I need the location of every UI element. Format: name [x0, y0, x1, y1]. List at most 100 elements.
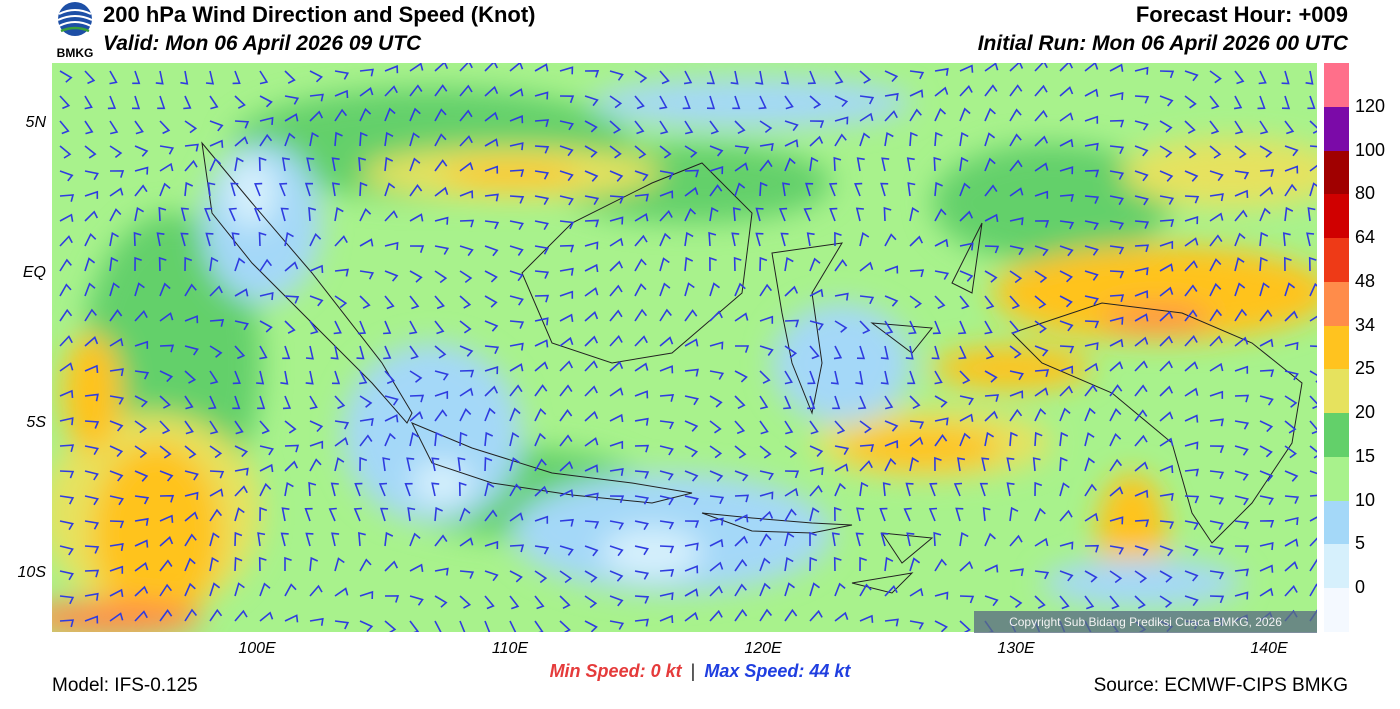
wind-barb: [855, 207, 864, 222]
wind-barb: [907, 182, 916, 197]
wind-barb: [259, 95, 273, 108]
wind-barb: [459, 320, 472, 334]
wind-barb: [559, 409, 573, 422]
wind-barb: [1109, 486, 1124, 497]
wind-barb: [459, 570, 475, 579]
wind-barb: [409, 295, 420, 310]
wind-barb: [534, 119, 550, 128]
wind-barb: [834, 292, 849, 301]
wind-barb: [1134, 145, 1149, 157]
wind-barb: [158, 256, 167, 272]
wind-barb: [659, 120, 669, 135]
wind-barb: [259, 582, 271, 597]
wind-barb: [659, 145, 672, 159]
speed-summary: Min Speed: 0 kt | Max Speed: 44 kt: [0, 661, 1400, 682]
wind-barb: [1184, 387, 1199, 397]
wind-barb: [1009, 431, 1018, 447]
wind-barb: [459, 431, 468, 447]
wind-barb: [1234, 336, 1249, 347]
wind-barb: [1234, 365, 1249, 374]
wind-barb: [1109, 63, 1124, 72]
wind-barb: [109, 70, 118, 85]
wind-barb: [1234, 145, 1247, 159]
wind-barb: [434, 345, 447, 359]
wind-barb: [280, 207, 289, 222]
wind-barb: [709, 145, 724, 157]
lat-label-10s: 10S: [17, 564, 46, 581]
wind-barb: [1009, 320, 1020, 335]
wind-barb: [1234, 591, 1249, 600]
wind-barb: [184, 511, 199, 522]
wind-barb: [859, 70, 872, 84]
wind-barb: [659, 70, 670, 85]
wind-barb: [934, 456, 942, 472]
wind-barb: [431, 482, 440, 497]
wind-barb: [807, 370, 816, 385]
wind-barb: [184, 345, 199, 356]
wind-barb: [334, 587, 349, 597]
wind-barb: [59, 335, 73, 347]
wind-barb: [934, 131, 943, 147]
wind-barb: [305, 532, 314, 547]
wind-barb: [159, 395, 171, 409]
wind-barb: [784, 556, 794, 572]
wind-barb: [881, 157, 890, 172]
wind-barb: [1009, 506, 1019, 522]
wind-barb: [1184, 545, 1199, 557]
wind-barb: [1234, 189, 1249, 198]
wind-barb: [159, 370, 174, 383]
wind-barb: [609, 170, 624, 182]
wind-barb: [84, 145, 97, 159]
wind-barb: [1309, 420, 1317, 435]
wind-barb: [134, 561, 149, 572]
colorbar-segment: [1324, 413, 1349, 458]
wind-barb: [759, 181, 768, 197]
wind-barb: [1281, 95, 1291, 110]
wind-barb: [1209, 95, 1220, 110]
wind-barb: [1009, 390, 1024, 399]
wind-barb: [209, 420, 219, 435]
wind-barb: [384, 620, 397, 632]
wind-barb: [858, 395, 867, 410]
wind-barb: [634, 470, 650, 479]
wind-barb: [1134, 66, 1149, 75]
wind-barb: [353, 507, 362, 522]
wind-barb: [1134, 313, 1149, 322]
wind-barb: [59, 389, 74, 398]
wind-barb: [1184, 120, 1196, 134]
wind-barb: [880, 532, 889, 547]
wind-barb: [1305, 70, 1314, 85]
wind-barb: [834, 420, 846, 435]
wind-barb: [1233, 95, 1243, 110]
wind-barb: [1258, 70, 1267, 85]
wind-barb: [559, 336, 574, 347]
wind-barb: [259, 345, 268, 360]
wind-barb: [584, 120, 598, 133]
wind-barb: [1184, 145, 1197, 159]
wind-barb: [1034, 345, 1049, 357]
wind-barb: [1284, 183, 1298, 197]
wind-barb: [659, 257, 670, 272]
wind-barb: [1084, 63, 1099, 72]
wind-barb: [1109, 119, 1125, 128]
wind-barb: [109, 420, 124, 432]
wind-barb: [334, 620, 350, 630]
wind-barb: [830, 370, 839, 385]
wind-barb: [59, 570, 74, 581]
wind-barb: [584, 170, 599, 182]
wind-barb: [782, 182, 791, 197]
wind-barb: [304, 507, 313, 522]
wind-barb: [334, 436, 349, 447]
wind-barb: [984, 410, 999, 422]
wind-barb: [305, 370, 314, 385]
wind-barb: [584, 595, 598, 609]
wind-barb: [484, 345, 500, 355]
wind-barb: [731, 232, 740, 247]
wind-barb: [1209, 570, 1225, 580]
wind-barb: [184, 491, 199, 500]
wind-barb: [884, 233, 897, 247]
wind-barb: [1259, 282, 1270, 297]
colorbar-label: 20: [1355, 402, 1376, 423]
wind-barb: [659, 569, 675, 577]
wind-barb: [1084, 384, 1098, 397]
